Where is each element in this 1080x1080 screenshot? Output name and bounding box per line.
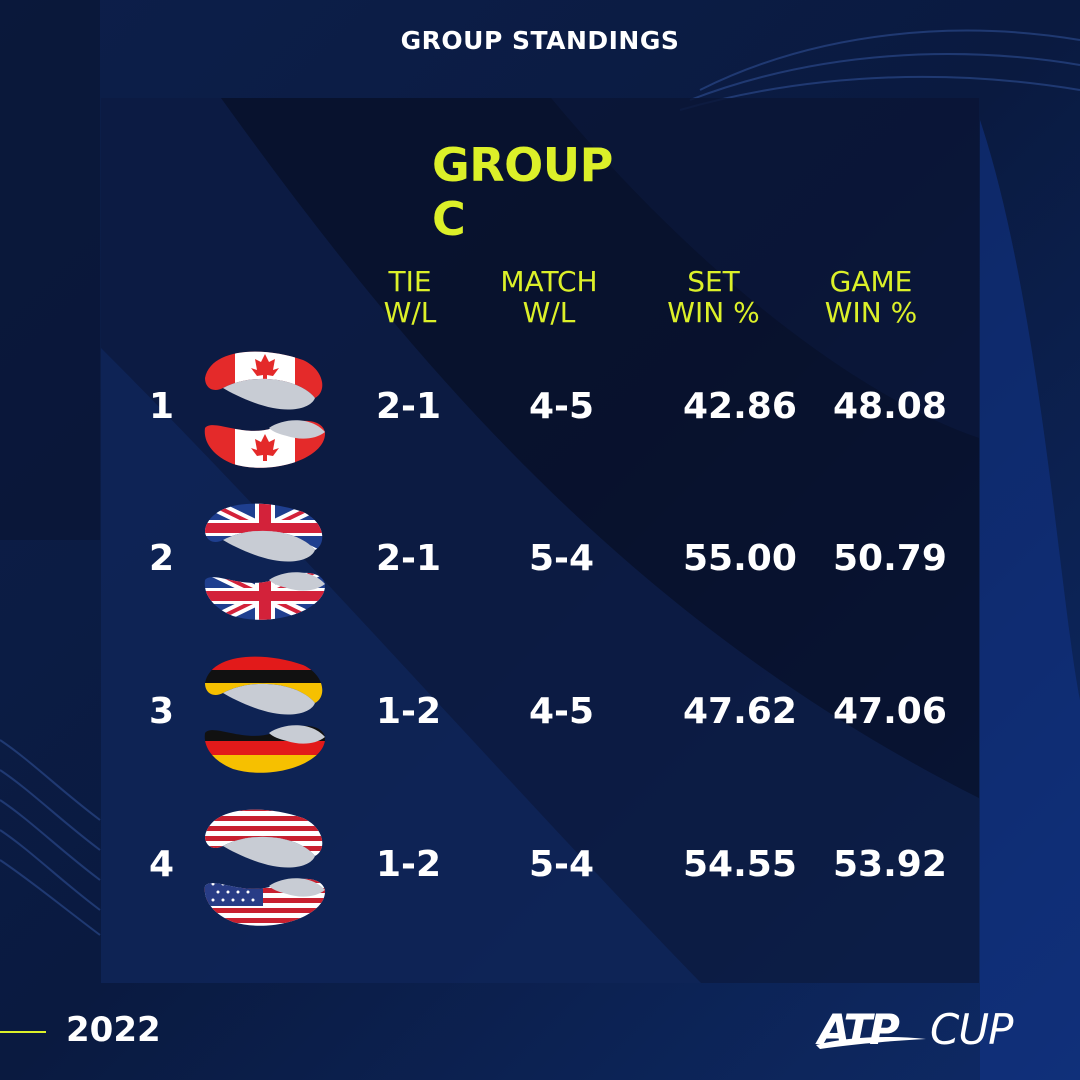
logo-swoosh-icon (816, 1037, 926, 1049)
set-win-pct: 54.55 (683, 844, 797, 885)
group-title: GROUP C (432, 138, 613, 246)
page-header-title: GROUP STANDINGS (400, 26, 680, 55)
column-header-tie: TIE W/L (383, 265, 437, 329)
germany-flag-icon (204, 656, 326, 773)
match-wl: 4-5 (529, 691, 595, 732)
table-row: 3 1-2 4-5 47.62 47.06 (101, 653, 979, 783)
atp-cup-logo: ATP CUP (816, 1005, 1044, 1055)
great-britain-flag-icon (204, 503, 326, 620)
game-win-pct: 48.08 (833, 386, 947, 427)
column-header-set: SET WIN % (667, 265, 760, 329)
game-win-pct: 50.79 (833, 538, 947, 579)
set-win-pct: 42.86 (683, 386, 797, 427)
tie-wl: 1-2 (376, 691, 442, 732)
rank: 1 (149, 386, 175, 427)
rank: 4 (149, 844, 175, 885)
footer-year: 2022 (66, 1010, 161, 1050)
rank: 3 (149, 691, 175, 732)
set-win-pct: 47.62 (683, 691, 797, 732)
tie-wl: 2-1 (376, 538, 442, 579)
column-header-match: MATCH W/L (500, 265, 598, 329)
tie-wl: 2-1 (376, 386, 442, 427)
game-win-pct: 47.06 (833, 691, 947, 732)
match-wl: 5-4 (529, 538, 595, 579)
match-wl: 5-4 (529, 844, 595, 885)
rank: 2 (149, 538, 175, 579)
table-row: 4 (101, 806, 979, 936)
set-win-pct: 55.00 (683, 538, 797, 579)
logo-cup-text: CUP (930, 1005, 1013, 1054)
usa-flag-icon (204, 809, 326, 926)
footer-accent-line (0, 1031, 46, 1033)
table-row: 2 (101, 500, 979, 630)
tie-wl: 1-2 (376, 844, 442, 885)
game-win-pct: 53.92 (833, 844, 947, 885)
table-row: 1 2-1 4-5 42.86 48.08 (101, 348, 979, 478)
column-header-game: GAME WIN % (824, 265, 918, 329)
standings-panel: GROUP C TIE W/L MATCH W/L SET WIN % GAME WIN… (101, 98, 979, 983)
canada-flag-icon (204, 351, 326, 468)
match-wl: 4-5 (529, 386, 595, 427)
